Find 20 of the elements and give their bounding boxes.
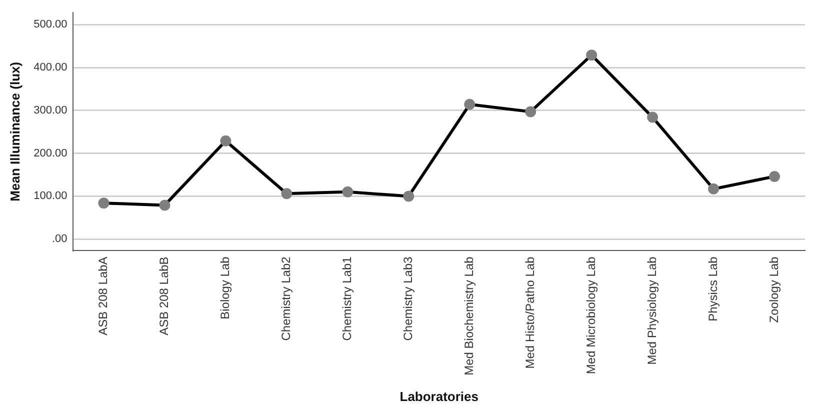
y-tick-label: .00 (52, 233, 68, 246)
x-tick-label: Biology Lab (218, 256, 232, 320)
y-tick-label: 100.00 (34, 190, 68, 202)
x-tick-label: Med Biochemistry Lab (462, 256, 476, 376)
x-tick-label: Zoology Lab (766, 256, 781, 323)
x-tick-label: Chemistry Lab2 (278, 256, 293, 341)
x-tick-label: Med Histo/Patho Lab (522, 256, 537, 369)
x-tick-label: Med Microbiology Lab (584, 256, 598, 374)
y-tick-label: 500.00 (34, 18, 68, 31)
x-tick-label: Chemistry Lab1 (340, 256, 354, 341)
y-tick-label: 300.00 (34, 104, 68, 116)
y-tick-label: 200.00 (34, 147, 68, 160)
x-axis-title: Laboratories (400, 388, 478, 404)
y-axis-title: Mean Illuminance (lux) (7, 62, 22, 202)
x-tick-label: Med Physiology Lab (644, 256, 659, 365)
x-tick-label: ASB 208 LabB (157, 256, 172, 336)
x-tick-label: Chemistry Lab3 (400, 256, 415, 341)
x-tick-label: ASB 208 LabA (96, 256, 110, 336)
x-tick-label: Physics Lab (706, 256, 720, 322)
y-tick-label: 400.00 (34, 62, 68, 74)
